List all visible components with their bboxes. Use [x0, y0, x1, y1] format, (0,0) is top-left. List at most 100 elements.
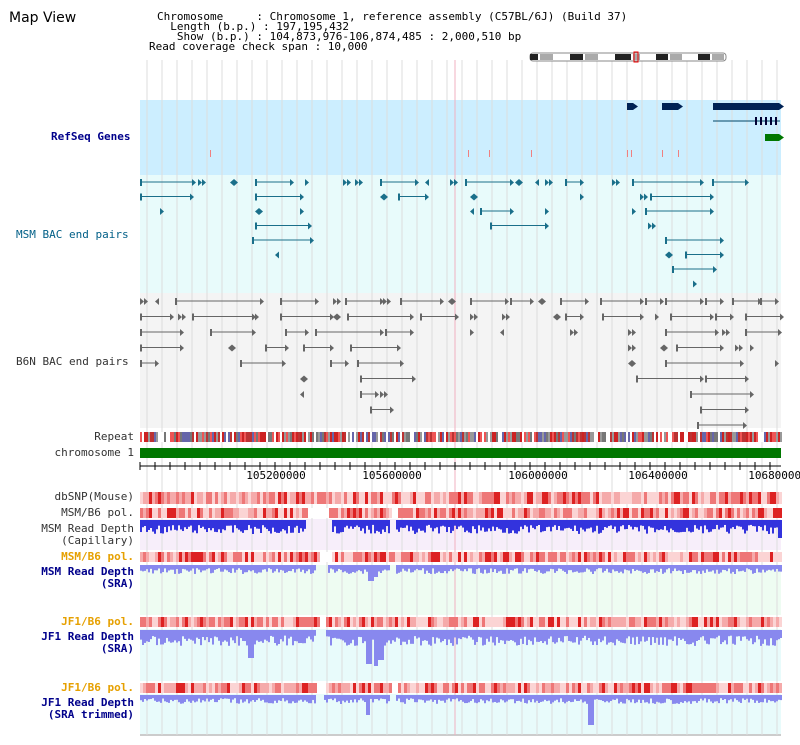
polymorphism-cell — [569, 552, 572, 562]
polymorphism-cell — [713, 492, 716, 504]
depth-bar — [684, 565, 686, 571]
bac-end — [140, 360, 142, 367]
polymorphism-cell — [764, 683, 767, 693]
repeat-segment — [654, 432, 656, 442]
repeat-segment — [756, 432, 758, 442]
polymorphism-cell — [539, 617, 542, 627]
depth-bar — [754, 630, 756, 643]
depth-bar — [164, 695, 166, 702]
polymorphism-cell — [551, 617, 554, 627]
depth-bar — [634, 695, 636, 704]
repeat-segment — [422, 432, 424, 442]
depth-bar — [206, 565, 208, 570]
depth-bar — [274, 695, 276, 701]
polymorphism-cell — [320, 617, 323, 627]
repeat-segment — [488, 432, 490, 442]
b6n-bac-label[interactable]: B6N BAC end pairs — [16, 355, 129, 368]
depth-bar — [518, 520, 520, 532]
depth-bar — [236, 565, 238, 570]
bac-end — [645, 298, 647, 305]
msm-sra-bg — [140, 565, 781, 615]
depth-bar — [156, 695, 158, 702]
repeat-segment — [294, 432, 296, 442]
polymorphism-cell — [272, 552, 275, 562]
depth-bar — [716, 695, 718, 702]
snp-tick — [631, 150, 632, 157]
repeat-segment — [206, 432, 208, 442]
depth-bar — [742, 695, 744, 699]
polymorphism-cell — [485, 617, 488, 627]
polymorphism-cell — [176, 492, 179, 504]
polymorphism-cell — [254, 492, 257, 504]
polymorphism-cell — [587, 617, 590, 627]
polymorphism-cell — [563, 492, 566, 504]
repeat-segment — [250, 432, 252, 442]
polymorphism-cell — [293, 617, 296, 627]
bac-end — [303, 344, 305, 352]
depth-bar — [180, 695, 182, 704]
refseq-genes-label[interactable]: RefSeq Genes — [51, 130, 131, 143]
polymorphism-cell — [704, 552, 707, 562]
repeat-segment — [648, 432, 650, 442]
polymorphism-cell — [260, 492, 263, 504]
polymorphism-cell — [545, 492, 548, 504]
depth-bar — [736, 565, 738, 570]
repeat-segment — [606, 432, 608, 442]
depth-bar — [534, 565, 536, 572]
polymorphism-cell — [185, 492, 188, 504]
polymorphism-cell — [467, 617, 470, 627]
polymorphism-cell — [230, 683, 233, 693]
depth-bar — [648, 630, 650, 638]
polymorphism-cell — [728, 508, 731, 518]
depth-bar — [612, 695, 614, 700]
depth-bar — [624, 695, 626, 704]
depth-bar — [212, 630, 214, 645]
depth-bar — [592, 565, 594, 574]
polymorphism-cell — [716, 508, 719, 518]
bac-end-marker — [660, 344, 664, 352]
depth-bar — [664, 565, 666, 573]
depth-bar — [674, 565, 676, 569]
polymorphism-cell — [221, 683, 224, 693]
depth-bar — [386, 695, 388, 704]
repeat-segment — [768, 432, 770, 442]
repeat-segment — [752, 432, 754, 442]
polymorphism-cell — [707, 492, 710, 504]
polymorphism-cell — [239, 492, 242, 504]
polymorphism-cell — [146, 683, 149, 693]
polymorphism-cell — [272, 492, 275, 504]
depth-bar — [516, 630, 518, 646]
depth-bar — [544, 520, 546, 531]
polymorphism-cell — [389, 508, 392, 518]
repeat-segment — [642, 432, 644, 442]
depth-bar — [194, 630, 196, 644]
depth-bar — [708, 520, 710, 533]
ideogram-band — [712, 54, 724, 60]
polymorphism-cell — [209, 683, 212, 693]
bac-end — [745, 329, 747, 336]
polymorphism-cell — [707, 552, 710, 562]
depth-bar — [522, 565, 524, 572]
repeat-segment — [396, 432, 398, 442]
bac-end-arrow — [192, 179, 196, 186]
polymorphism-cell — [224, 508, 227, 518]
bac-end — [715, 313, 717, 321]
polymorphism-cell — [224, 617, 227, 627]
polymorphism-cell — [608, 508, 611, 518]
polymorphism-cell — [581, 508, 584, 518]
depth-bar — [230, 520, 232, 526]
polymorphism-cell — [407, 683, 410, 693]
repeat-segment — [558, 432, 560, 442]
repeat-segment — [576, 432, 578, 442]
depth-bar — [366, 520, 368, 526]
polymorphism-cell — [383, 492, 386, 504]
msm-bac-label[interactable]: MSM BAC end pairs — [16, 228, 129, 241]
axis-tick-label: 106800000 — [748, 469, 800, 482]
depth-bar — [284, 565, 286, 573]
polymorphism-cell — [629, 508, 632, 518]
depth-bar — [454, 520, 456, 526]
bac-end-arrow — [410, 313, 414, 321]
polymorphism-cell — [695, 508, 698, 518]
depth-bar — [308, 565, 310, 570]
